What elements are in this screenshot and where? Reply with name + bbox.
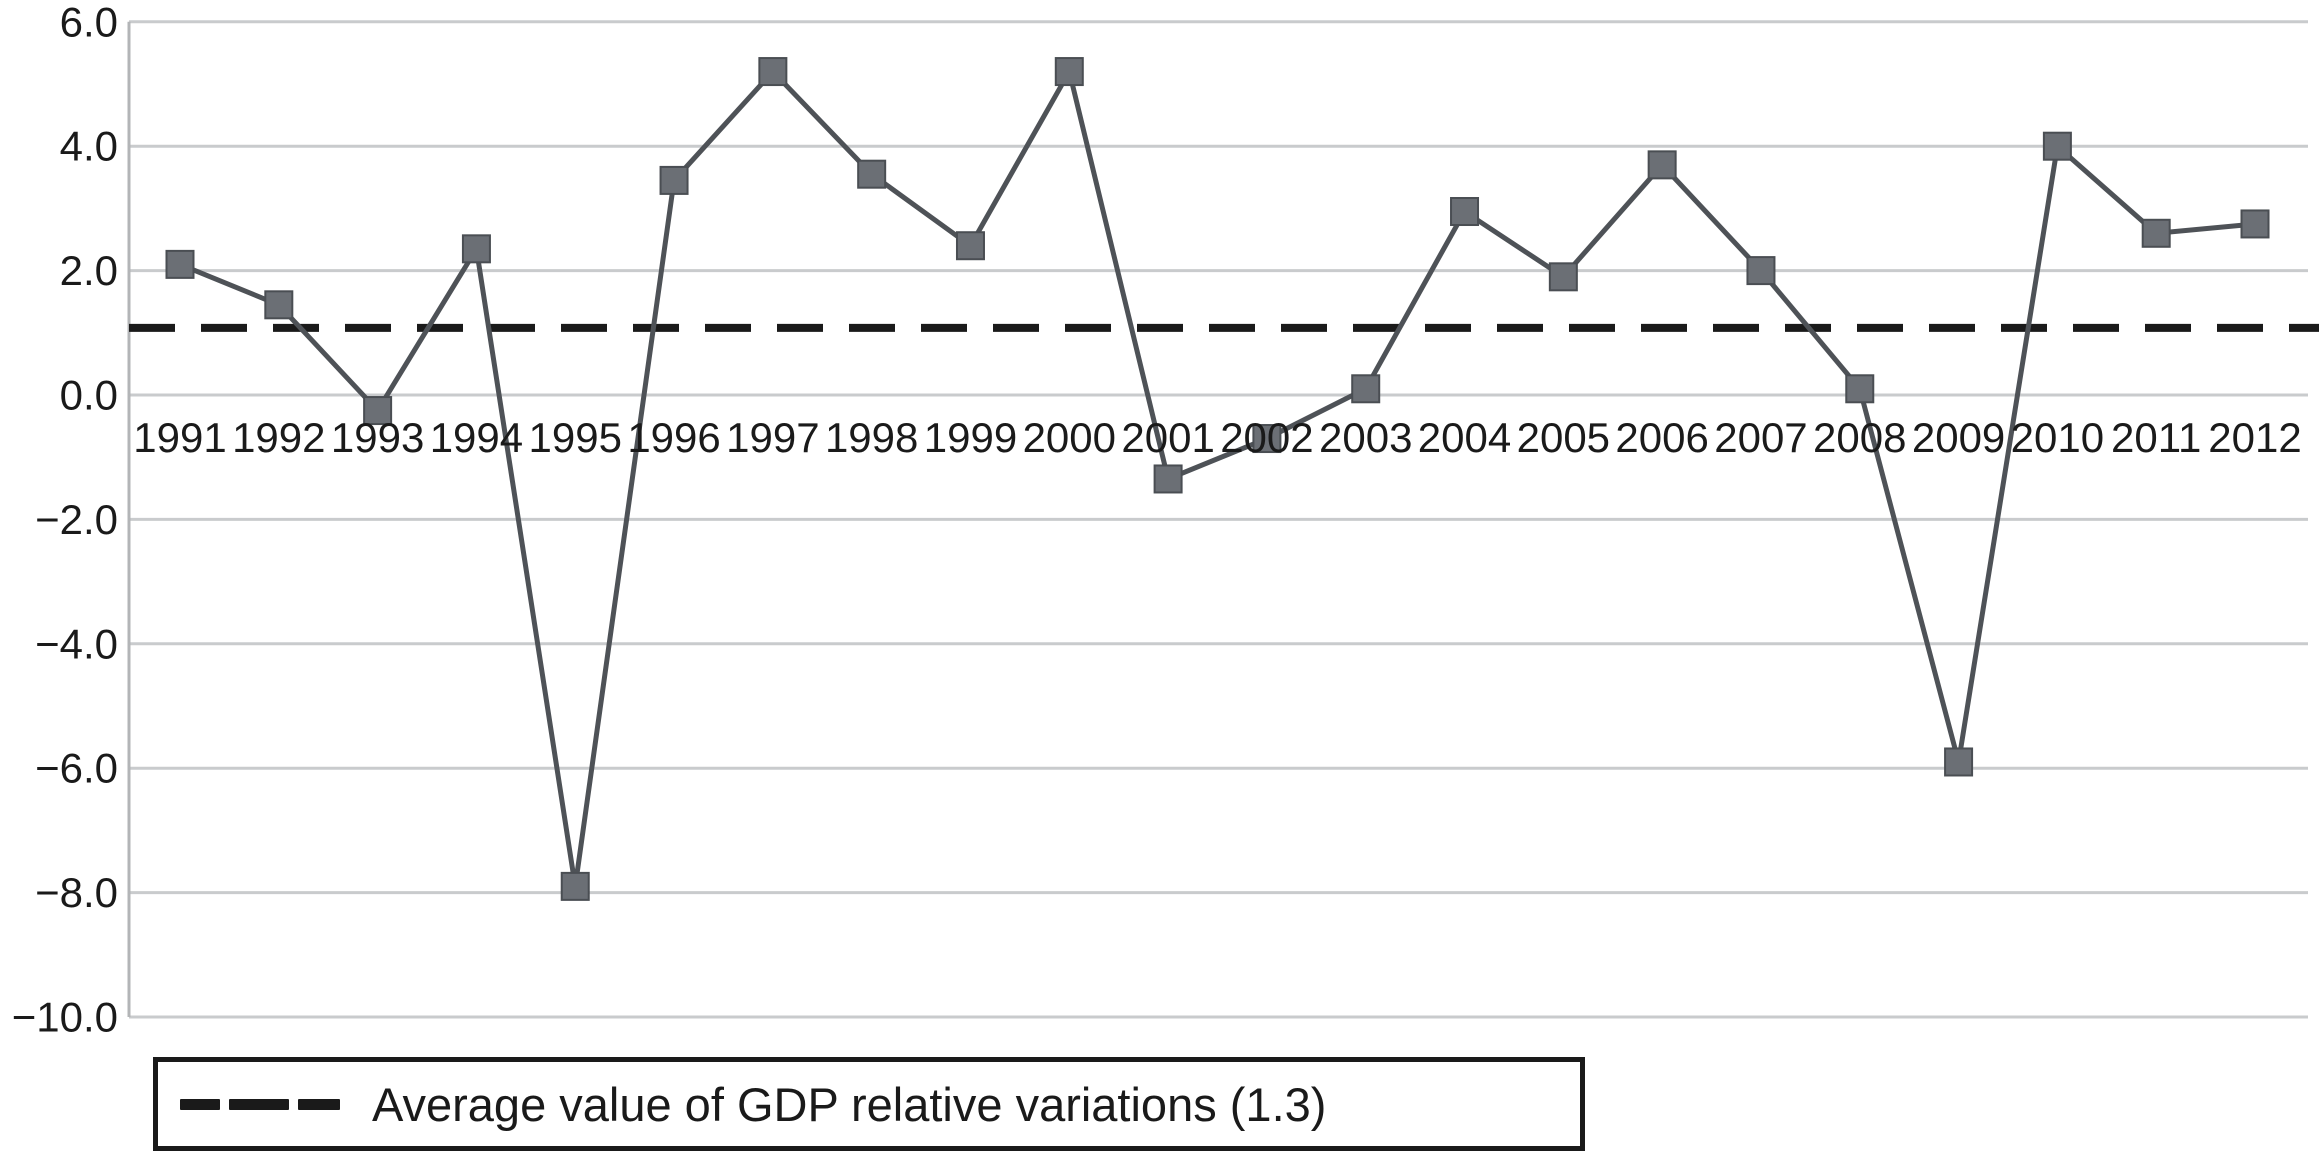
data-point-marker: [1845, 374, 1875, 404]
data-point-marker: [560, 871, 590, 901]
y-axis-tick-label: 6.0: [60, 0, 118, 45]
data-point-marker: [1647, 150, 1677, 180]
x-axis-year-label: 1996: [627, 414, 720, 461]
x-axis-year-label: 2012: [2208, 414, 2301, 461]
x-axis-year-label: 2002: [1220, 414, 1313, 461]
data-point-marker: [659, 165, 689, 195]
data-point-marker: [363, 396, 393, 426]
data-point-marker: [1746, 256, 1776, 286]
x-axis-year-label: 2005: [1517, 414, 1610, 461]
x-axis-year-label: 2000: [1023, 414, 1116, 461]
data-point-marker: [1054, 57, 1084, 87]
data-point-marker: [1450, 197, 1480, 227]
data-point-marker: [264, 290, 294, 320]
y-axis-tick-label: 4.0: [60, 123, 118, 170]
data-point-marker: [2141, 218, 2171, 248]
x-axis-year-label: 2009: [1912, 414, 2005, 461]
y-axis-tick-label: −4.0: [35, 620, 118, 667]
data-point-marker: [1351, 374, 1381, 404]
data-point-marker: [1153, 464, 1183, 494]
data-point-marker: [758, 57, 788, 87]
x-axis-year-label: 2003: [1319, 414, 1412, 461]
x-axis-year-label: 1992: [232, 414, 325, 461]
x-axis-year-label: 1994: [430, 414, 523, 461]
data-point-marker: [1252, 424, 1282, 454]
x-axis-year-label: 1999: [924, 414, 1017, 461]
x-axis-year-label: 2001: [1121, 414, 1214, 461]
y-axis-tick-label: 0.0: [60, 372, 118, 419]
legend-label: Average value of GDP relative variations…: [372, 1077, 1327, 1131]
y-axis-tick-label: −2.0: [35, 496, 118, 543]
y-axis-tick-label: −6.0: [35, 745, 118, 792]
data-point-marker: [955, 231, 985, 261]
y-axis-tick-label: −10.0: [12, 994, 118, 1041]
data-point-marker: [165, 249, 195, 279]
data-point-marker: [1548, 262, 1578, 292]
x-axis-year-label: 2006: [1615, 414, 1708, 461]
dashed-line-icon: [180, 1098, 340, 1110]
x-axis-year-label: 2011: [2111, 414, 2201, 461]
y-axis-tick-label: 2.0: [60, 247, 118, 294]
x-axis-year-label: 1998: [825, 414, 918, 461]
x-axis-year-label: 1995: [529, 414, 622, 461]
x-axis-year-label: 1997: [726, 414, 819, 461]
data-point-marker: [2042, 131, 2072, 161]
x-axis-year-label: 2004: [1418, 414, 1511, 461]
y-axis-tick-label: −8.0: [35, 869, 118, 916]
legend: Average value of GDP relative variations…: [153, 1057, 1585, 1151]
x-axis-year-label: 1993: [331, 414, 424, 461]
data-point-marker: [2240, 209, 2270, 239]
x-axis-year-label: 2007: [1714, 414, 1807, 461]
gdp-series-line: [179, 64, 2256, 887]
data-point-marker: [461, 234, 491, 264]
x-axis-year-label: 1991: [133, 414, 226, 461]
data-point-marker: [1944, 747, 1974, 777]
x-axis-year-label: 2010: [2011, 414, 2104, 461]
data-point-marker: [857, 159, 887, 189]
x-axis-year-label: 2008: [1813, 414, 1906, 461]
